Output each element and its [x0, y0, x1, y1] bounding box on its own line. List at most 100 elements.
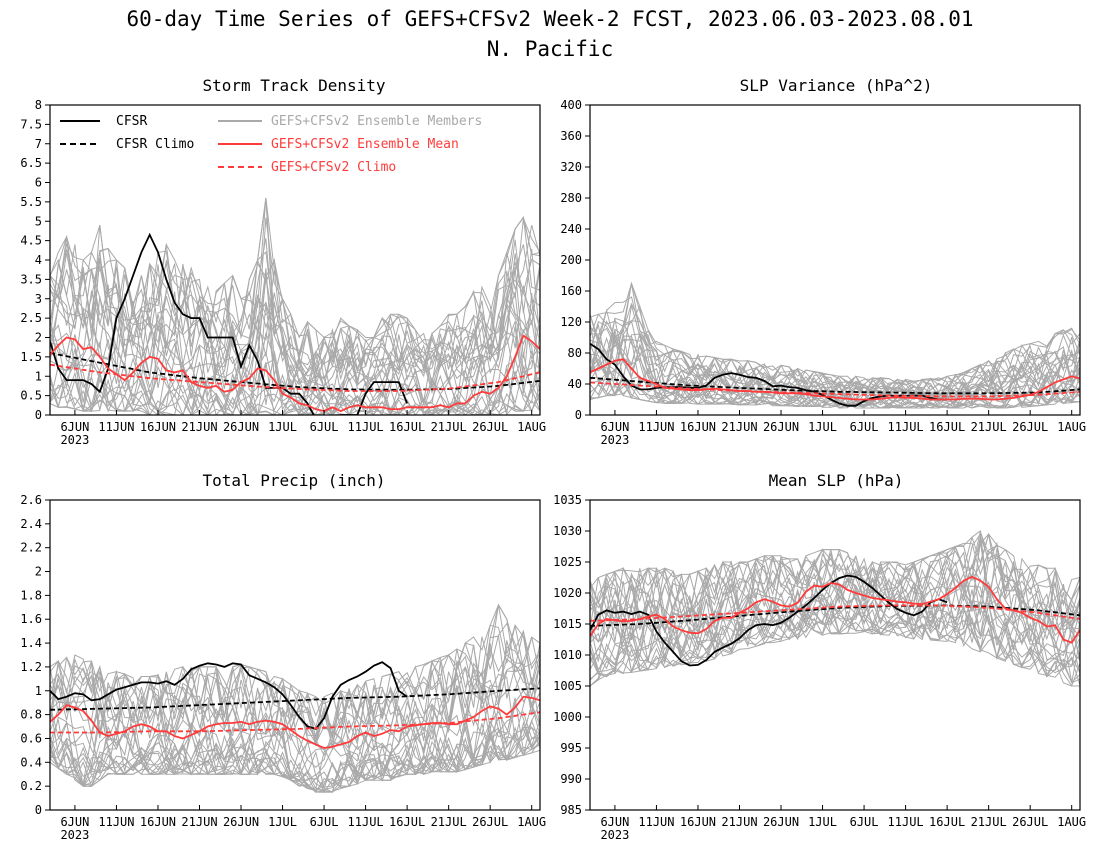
y-tick-label: 6.5 — [20, 156, 42, 170]
member-line — [590, 330, 1080, 402]
member-line — [50, 702, 540, 781]
x-tick-label: 16JUN — [680, 815, 716, 829]
member-line — [590, 281, 1080, 393]
member-line — [590, 320, 1080, 398]
figure-title: 60-day Time Series of GEFS+CFSv2 Week-2 … — [126, 7, 973, 31]
y-tick-label: 4.5 — [20, 234, 42, 248]
member-line — [590, 600, 1080, 684]
member-line — [590, 296, 1080, 389]
x-year-label: 2023 — [60, 433, 89, 447]
member-line — [50, 216, 540, 374]
y-tick-label: 360 — [560, 129, 582, 143]
member-line — [50, 358, 540, 415]
y-tick-label: 1.2 — [20, 660, 42, 674]
panel-title: Total Precip (inch) — [202, 471, 385, 490]
x-tick-label: 16JUL — [389, 420, 425, 434]
y-tick-label: 5 — [35, 214, 42, 228]
member-line — [50, 622, 540, 750]
legend-members-label: GEFS+CFSv2 Ensemble Members — [271, 114, 482, 129]
series-cfsr-climo — [50, 687, 540, 711]
x-tick-label: 16JUL — [929, 420, 965, 434]
ensemble-members — [50, 603, 540, 794]
y-tick-label: 6 — [35, 176, 42, 190]
member-line — [590, 535, 1080, 640]
y-tick-label: 1030 — [553, 524, 582, 538]
member-line — [50, 292, 540, 401]
plot-area: 0 0.2 0.4 0.6 0.8 1 1.2 1.4 1.6 1.8 2 2.2 2.4 2.6 6JUN… — [20, 493, 546, 842]
member-line — [50, 701, 540, 792]
plot-frame — [49, 499, 541, 811]
x-tick-label: 21JUN — [721, 420, 757, 434]
y-tick-label: 40 — [568, 377, 582, 391]
x-tick-label: 6JUL — [310, 420, 339, 434]
y-tick-label: 120 — [560, 315, 582, 329]
member-line — [50, 239, 540, 374]
y-tick-label: 7.5 — [20, 117, 42, 131]
y-tick-label: 3.5 — [20, 272, 42, 286]
y-tick-label: 0 — [35, 408, 42, 422]
series-gefs-climo — [50, 711, 540, 734]
member-line — [50, 340, 540, 415]
series-cfsr — [50, 232, 408, 415]
y-tick-label: 1.5 — [20, 350, 42, 364]
member-line — [590, 356, 1080, 408]
member-line — [50, 737, 540, 794]
x-tick-label: 6JUN — [60, 420, 89, 434]
x-tick-label: 16JUL — [929, 815, 965, 829]
x-tick-label: 26JUL — [472, 815, 508, 829]
y-tick-label: 1.8 — [20, 588, 42, 602]
x-tick-label: 6JUN — [60, 815, 89, 829]
plot-lines — [50, 603, 540, 794]
series-cfsr-climo — [50, 352, 540, 391]
series-ens-mean — [50, 695, 540, 749]
x-tick-label: 16JUL — [389, 815, 425, 829]
y-tick-label: 160 — [560, 284, 582, 298]
y-tick-label: 1035 — [553, 493, 582, 507]
legend-cfsr-climo-label: CFSR Climo — [116, 137, 194, 152]
y-tick-label: 7 — [35, 137, 42, 151]
x-tick-label: 21JUL — [971, 420, 1007, 434]
member-line — [50, 703, 540, 793]
x-tick-label: 1JUL — [808, 815, 837, 829]
y-tick-label: 1015 — [553, 617, 582, 631]
member-line — [50, 293, 540, 405]
panel-title: Mean SLP (hPa) — [769, 471, 904, 490]
x-tick-label: 11JUN — [638, 420, 674, 434]
member-line — [50, 631, 540, 749]
x-tick-label: 1JUL — [268, 420, 297, 434]
member-line — [590, 594, 1080, 681]
x-tick-label: 11JUN — [98, 420, 134, 434]
x-tick-label: 26JUL — [1012, 420, 1048, 434]
y-tick-label: 8 — [35, 98, 42, 112]
y-tick-label: 1025 — [553, 555, 582, 569]
legend-ens-mean-label: GEFS+CFSv2 Ensemble Mean — [271, 137, 459, 152]
member-line — [590, 619, 1080, 687]
y-tick-label: 2 — [35, 331, 42, 345]
y-tick-label: 2.5 — [20, 311, 42, 325]
member-line — [50, 328, 540, 415]
member-line — [590, 383, 1080, 409]
member-line — [590, 586, 1080, 669]
y-tick-label: 0.2 — [20, 779, 42, 793]
y-tick-label: 1020 — [553, 586, 582, 600]
y-tick-label: 0.5 — [20, 389, 42, 403]
y-tick-label: 4 — [35, 253, 42, 267]
y-tick-label: 985 — [560, 803, 582, 817]
x-tick-label: 16JUN — [140, 815, 176, 829]
x-tick-label: 1AUG — [517, 420, 546, 434]
y-tick-label: 1 — [35, 684, 42, 698]
panel-mean-slp: Mean SLP (hPa) 985 990 995 1000 1005 1010 1015… — [553, 471, 1086, 842]
legend: CFSR CFSR Climo GEFS+CFSv2 Ensemble Memb… — [60, 114, 482, 175]
x-tick-label: 11JUL — [888, 420, 924, 434]
x-tick-label: 26JUN — [763, 815, 799, 829]
panel-slp-variance: SLP Variance (hPa^2) 0 40 80 120 160 200 240 28… — [560, 76, 1086, 447]
legend-cfsr-label: CFSR — [116, 114, 147, 129]
x-tick-label: 1AUG — [1057, 420, 1086, 434]
series-cfsr — [590, 574, 948, 667]
x-tick-label: 6JUN — [600, 420, 629, 434]
y-tick-label: 280 — [560, 191, 582, 205]
y-tick-label: 1010 — [553, 648, 582, 662]
x-tick-label: 21JUL — [971, 815, 1007, 829]
x-tick-label: 1AUG — [517, 815, 546, 829]
